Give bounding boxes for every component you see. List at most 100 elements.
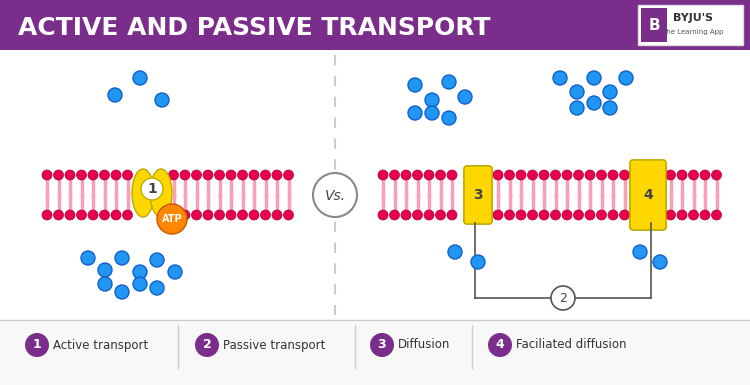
Circle shape	[408, 106, 422, 120]
Circle shape	[401, 170, 411, 180]
Circle shape	[471, 255, 485, 269]
Circle shape	[596, 210, 607, 220]
Circle shape	[238, 210, 248, 220]
Circle shape	[585, 170, 595, 180]
Circle shape	[653, 255, 667, 269]
Text: Faciliated diffusion: Faciliated diffusion	[516, 338, 626, 352]
Circle shape	[603, 101, 617, 115]
Bar	[641, 8, 667, 42]
Circle shape	[249, 170, 259, 180]
Circle shape	[424, 170, 434, 180]
Circle shape	[700, 170, 710, 180]
Circle shape	[436, 170, 445, 180]
Text: ATP: ATP	[162, 214, 182, 224]
Circle shape	[115, 251, 129, 265]
Circle shape	[493, 170, 503, 180]
Circle shape	[574, 170, 584, 180]
Ellipse shape	[132, 169, 154, 217]
Circle shape	[389, 210, 400, 220]
Circle shape	[493, 210, 503, 220]
Circle shape	[712, 170, 722, 180]
Circle shape	[442, 111, 456, 125]
Circle shape	[677, 210, 687, 220]
Circle shape	[238, 170, 248, 180]
Circle shape	[150, 253, 164, 267]
Bar	[638, 5, 743, 45]
Circle shape	[425, 93, 439, 107]
Circle shape	[76, 170, 86, 180]
Circle shape	[370, 333, 394, 357]
Circle shape	[191, 210, 202, 220]
Circle shape	[260, 170, 271, 180]
Circle shape	[111, 170, 121, 180]
Circle shape	[516, 210, 526, 220]
Circle shape	[401, 210, 411, 220]
Circle shape	[81, 251, 95, 265]
Text: 4: 4	[496, 338, 504, 352]
Circle shape	[677, 170, 687, 180]
Text: BYJU'S: BYJU'S	[673, 13, 713, 23]
FancyBboxPatch shape	[464, 166, 492, 224]
Circle shape	[155, 93, 169, 107]
Circle shape	[574, 210, 584, 220]
Circle shape	[603, 85, 617, 99]
Circle shape	[53, 170, 64, 180]
Circle shape	[98, 263, 112, 277]
Circle shape	[122, 210, 133, 220]
Circle shape	[712, 210, 722, 220]
Circle shape	[42, 170, 52, 180]
Circle shape	[585, 210, 595, 220]
Circle shape	[169, 210, 178, 220]
Circle shape	[587, 71, 601, 85]
Text: Diffusion: Diffusion	[398, 338, 450, 352]
Circle shape	[425, 106, 439, 120]
Circle shape	[700, 210, 710, 220]
Circle shape	[539, 170, 549, 180]
Circle shape	[619, 71, 633, 85]
Circle shape	[505, 170, 515, 180]
Circle shape	[203, 210, 213, 220]
Circle shape	[195, 333, 219, 357]
Circle shape	[553, 71, 567, 85]
Circle shape	[284, 210, 293, 220]
Circle shape	[378, 170, 388, 180]
Circle shape	[608, 210, 618, 220]
Circle shape	[226, 170, 236, 180]
Text: 2: 2	[559, 291, 567, 305]
Text: Active transport: Active transport	[53, 338, 148, 352]
Circle shape	[688, 170, 698, 180]
Text: 2: 2	[202, 338, 211, 352]
Text: ACTIVE AND PASSIVE TRANSPORT: ACTIVE AND PASSIVE TRANSPORT	[18, 16, 490, 40]
Circle shape	[53, 210, 64, 220]
Circle shape	[108, 88, 122, 102]
Circle shape	[413, 170, 422, 180]
Circle shape	[115, 285, 129, 299]
Circle shape	[100, 170, 109, 180]
Circle shape	[413, 210, 422, 220]
Bar	[0, 320, 750, 385]
Circle shape	[539, 210, 549, 220]
Circle shape	[214, 170, 224, 180]
Circle shape	[157, 204, 187, 234]
Circle shape	[527, 210, 538, 220]
Circle shape	[168, 265, 182, 279]
Circle shape	[88, 210, 98, 220]
Text: The Learning App: The Learning App	[662, 29, 724, 35]
Circle shape	[226, 210, 236, 220]
Ellipse shape	[150, 169, 172, 217]
Circle shape	[98, 277, 112, 291]
Circle shape	[180, 210, 190, 220]
Circle shape	[150, 281, 164, 295]
Circle shape	[458, 90, 472, 104]
Circle shape	[378, 210, 388, 220]
Circle shape	[111, 210, 121, 220]
Text: 4: 4	[643, 188, 652, 202]
FancyBboxPatch shape	[464, 166, 492, 224]
Circle shape	[203, 170, 213, 180]
Circle shape	[562, 170, 572, 180]
Text: Passive transport: Passive transport	[223, 338, 326, 352]
Text: 3: 3	[378, 338, 386, 352]
Circle shape	[65, 170, 75, 180]
Circle shape	[272, 210, 282, 220]
Circle shape	[527, 170, 538, 180]
